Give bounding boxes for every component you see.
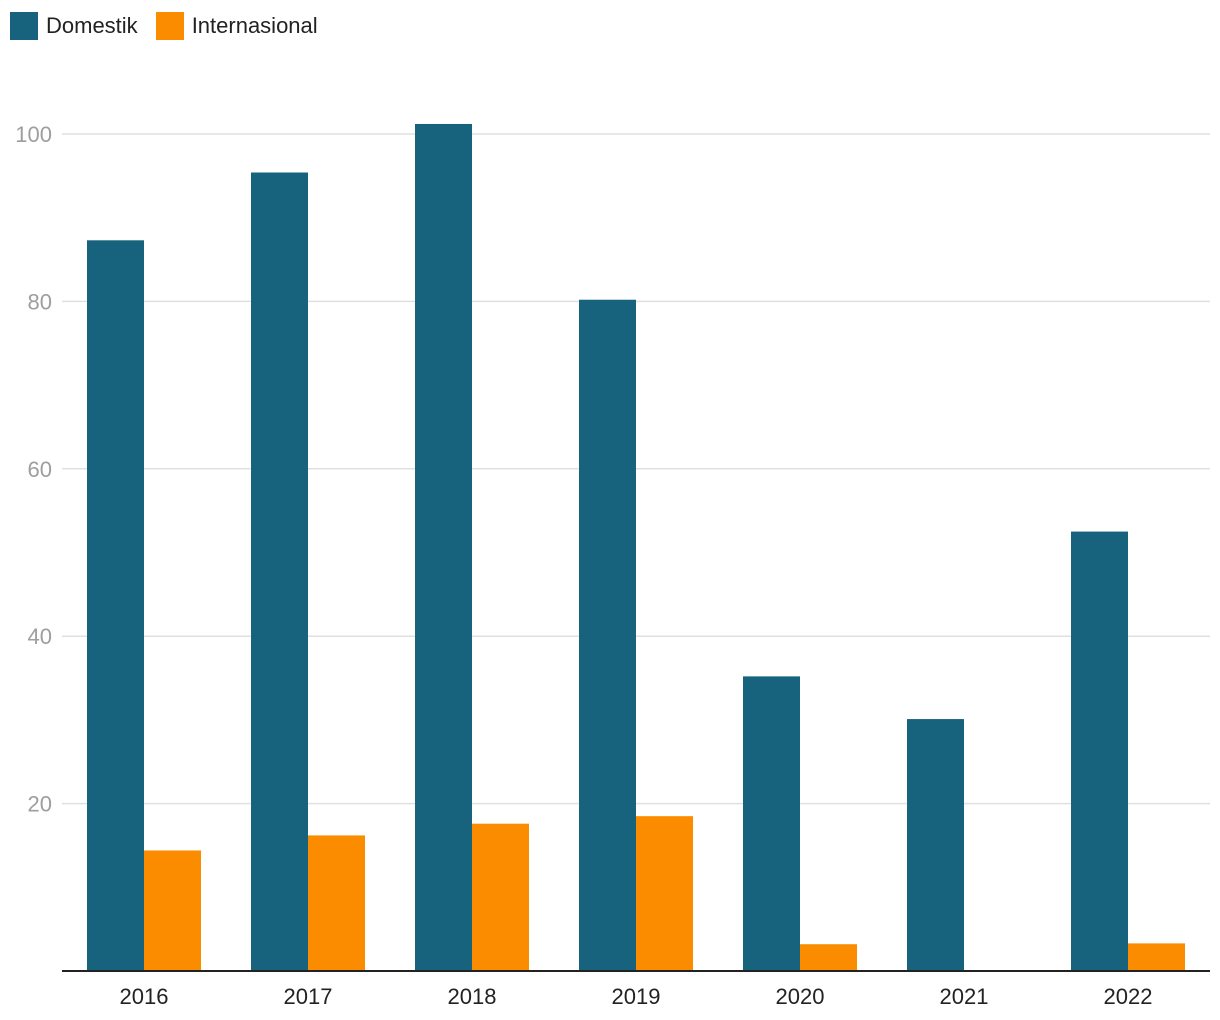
legend-item-domestik[interactable]: Domestik: [10, 12, 138, 40]
y-tick-label-40: 40: [28, 624, 52, 649]
y-tick-label-100: 100: [15, 122, 52, 147]
legend-label-domestik: Domestik: [46, 13, 138, 38]
bar-domestik-2018[interactable]: [415, 123, 472, 972]
x-tick-label-2022: 2022: [1104, 984, 1153, 1009]
bar-internasional-2019[interactable]: [636, 816, 693, 971]
legend-label-internasional: Internasional: [191, 13, 318, 38]
x-tick-label-2016: 2016: [120, 984, 169, 1009]
y-tick-label-60: 60: [28, 457, 52, 482]
bar-domestik-2019[interactable]: [579, 299, 636, 971]
x-tick-label-2018: 2018: [448, 984, 497, 1009]
bar-internasional-2017[interactable]: [308, 835, 365, 971]
bar-internasional-2022[interactable]: [1128, 943, 1185, 971]
y-tick-label-20: 20: [28, 792, 52, 817]
bar-domestik-2022[interactable]: [1071, 531, 1128, 971]
y-axis-ticks: 20 40 60 80 100: [15, 122, 52, 817]
bar-domestik-2021[interactable]: [907, 719, 964, 971]
bar-domestik-2016[interactable]: [87, 240, 144, 971]
bar-internasional-2018[interactable]: [472, 823, 529, 971]
bar-internasional-2020[interactable]: [800, 944, 857, 971]
legend-swatch-internasional: [155, 12, 184, 40]
legend-swatch-domestik: [10, 12, 38, 40]
x-axis-ticks: 2016 2017 2018 2019 2020 2021 2022: [120, 984, 1153, 1009]
y-tick-label-80: 80: [28, 289, 52, 314]
x-tick-label-2019: 2019: [612, 984, 661, 1009]
bars: [87, 123, 1185, 972]
legend-item-internasional[interactable]: Internasional: [155, 12, 318, 40]
bar-internasional-2016[interactable]: [144, 850, 201, 971]
x-tick-label-2021: 2021: [940, 984, 989, 1009]
legend: Domestik Internasional: [10, 12, 318, 40]
x-tick-label-2017: 2017: [284, 984, 333, 1009]
bar-domestik-2020[interactable]: [743, 676, 800, 971]
bar-domestik-2017[interactable]: [251, 172, 308, 971]
x-tick-label-2020: 2020: [776, 984, 825, 1009]
